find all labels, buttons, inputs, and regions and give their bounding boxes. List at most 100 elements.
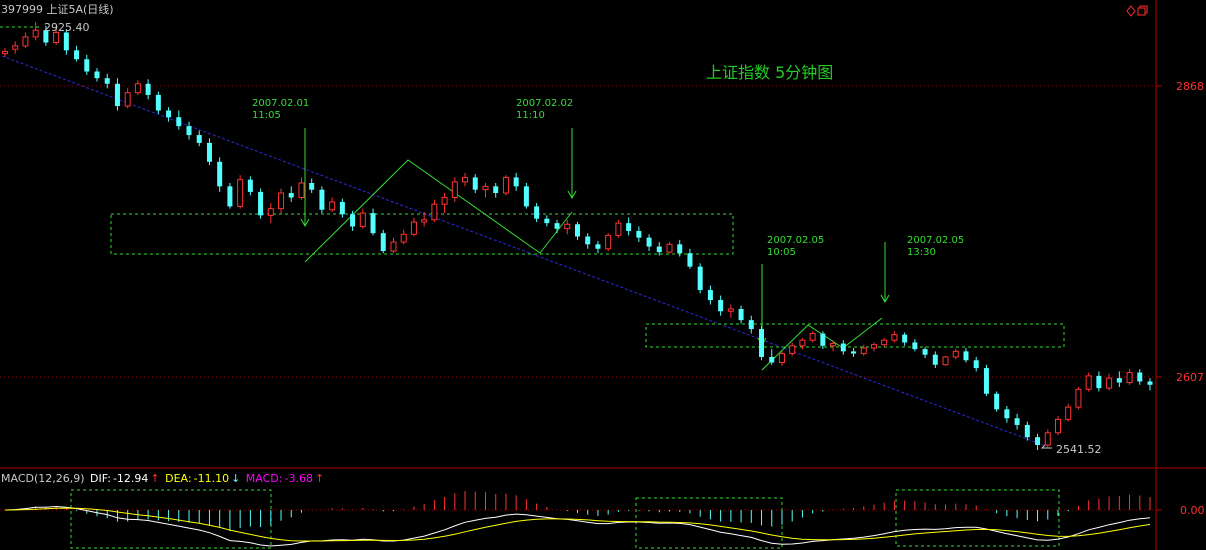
annotation-1: 2007.02.01 11:05 — [252, 98, 309, 122]
candle — [1126, 369, 1133, 385]
candle-body — [1126, 372, 1133, 384]
candle — [94, 68, 100, 82]
candle-body — [575, 224, 580, 237]
candle — [789, 342, 796, 356]
candle-body — [206, 142, 212, 162]
candle-body — [881, 339, 888, 346]
candle-body — [595, 244, 601, 249]
candle-body — [247, 179, 253, 192]
candle-body — [267, 208, 274, 216]
candle-body — [1054, 418, 1061, 434]
candle-body — [22, 36, 29, 47]
candle-body — [912, 342, 918, 350]
restore-icon-back — [1139, 5, 1148, 14]
candle-body — [359, 212, 366, 227]
candle — [12, 41, 19, 54]
candle-body — [860, 347, 867, 355]
candle — [134, 80, 141, 95]
candle-body — [237, 179, 244, 207]
candle — [278, 188, 285, 214]
candle — [390, 237, 397, 254]
macd-value: -3.68 — [284, 472, 313, 485]
candle-body — [502, 176, 509, 194]
candle-body — [748, 320, 754, 330]
candle — [421, 211, 428, 227]
window-buttons — [1126, 5, 1148, 17]
candle-body — [707, 290, 713, 301]
candle-body — [759, 329, 765, 357]
candle-body — [12, 45, 19, 50]
candle — [718, 295, 724, 316]
candle — [544, 215, 550, 227]
candle-body — [626, 223, 632, 231]
candle-body — [339, 201, 345, 215]
candle-body — [636, 230, 642, 238]
candle — [922, 346, 928, 359]
candle — [462, 172, 469, 187]
restore-icon[interactable] — [1137, 7, 1146, 16]
arrow-4 — [880, 242, 890, 304]
candle — [1065, 403, 1072, 422]
candle — [493, 183, 499, 198]
candle-body — [493, 186, 499, 194]
candle-body — [298, 182, 305, 198]
diamond-icon[interactable] — [1126, 5, 1136, 17]
candle — [370, 208, 376, 236]
candle — [1116, 371, 1122, 388]
annotation-3-time: 10:05 — [767, 247, 796, 258]
candle — [288, 186, 294, 202]
candle-body — [942, 356, 949, 366]
candle-body — [472, 177, 478, 190]
candle-body — [186, 126, 192, 136]
candle — [666, 242, 673, 254]
candle-body — [1035, 437, 1041, 446]
candle — [258, 188, 264, 219]
candle — [870, 342, 877, 352]
candle — [1106, 373, 1113, 391]
annotation-2: 2007.02.02 11:10 — [516, 98, 573, 122]
candle-body — [1004, 409, 1010, 419]
candle — [820, 331, 826, 350]
candle-body — [370, 213, 376, 234]
candle — [513, 172, 519, 191]
candle — [554, 219, 560, 234]
candle-body — [258, 191, 264, 216]
candle — [339, 198, 345, 218]
candle — [502, 175, 509, 196]
candle-body — [799, 339, 806, 347]
candle — [1004, 405, 1010, 423]
candle — [1044, 429, 1051, 448]
candle-body — [891, 334, 898, 341]
annotation-4-date: 2007.02.05 — [907, 235, 965, 246]
candle — [1014, 413, 1020, 430]
candle-body — [350, 214, 356, 227]
candle-body — [809, 333, 816, 341]
candle-body — [646, 237, 652, 247]
dif-line — [4, 505, 1151, 547]
candle — [472, 174, 478, 194]
candle-body — [288, 193, 294, 198]
annotation-1-time: 11:05 — [252, 110, 281, 121]
candle — [656, 242, 662, 256]
candle — [534, 203, 540, 223]
candle — [104, 73, 110, 89]
candle-body — [1116, 378, 1122, 383]
candle-body — [666, 243, 673, 253]
candle — [400, 229, 407, 245]
candle — [564, 219, 571, 235]
candle — [63, 29, 69, 55]
candle — [952, 349, 959, 360]
candle-body — [677, 244, 683, 254]
candle-body — [155, 94, 161, 111]
candle — [799, 337, 806, 350]
candle-body — [564, 223, 571, 230]
candle — [1096, 371, 1102, 392]
candle — [1137, 369, 1143, 385]
candle-body — [973, 360, 979, 369]
candle — [441, 193, 448, 214]
candle-body — [134, 83, 141, 94]
candle — [912, 339, 918, 352]
candle-body — [1024, 424, 1030, 438]
annotation-4-time: 13:30 — [907, 247, 936, 258]
macd-arrow-icon: ↑ — [314, 472, 325, 485]
